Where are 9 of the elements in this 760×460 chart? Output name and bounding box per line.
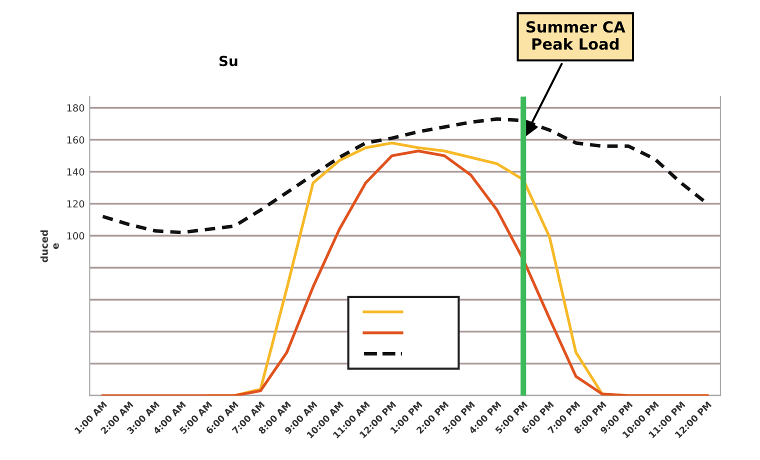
y-tick-label: 140 — [67, 168, 84, 176]
y-axis-title: duced e — [40, 230, 59, 262]
y-tick-label: 100 — [67, 232, 84, 240]
y-tick-label: 120 — [67, 200, 84, 208]
y-tick-label: 160 — [67, 136, 84, 144]
line-series — [101, 150, 709, 396]
chart-title: Su — [220, 56, 238, 66]
y-tick-label: 180 — [67, 104, 84, 112]
annotation: Summer CA Peak Load — [526, 21, 626, 50]
